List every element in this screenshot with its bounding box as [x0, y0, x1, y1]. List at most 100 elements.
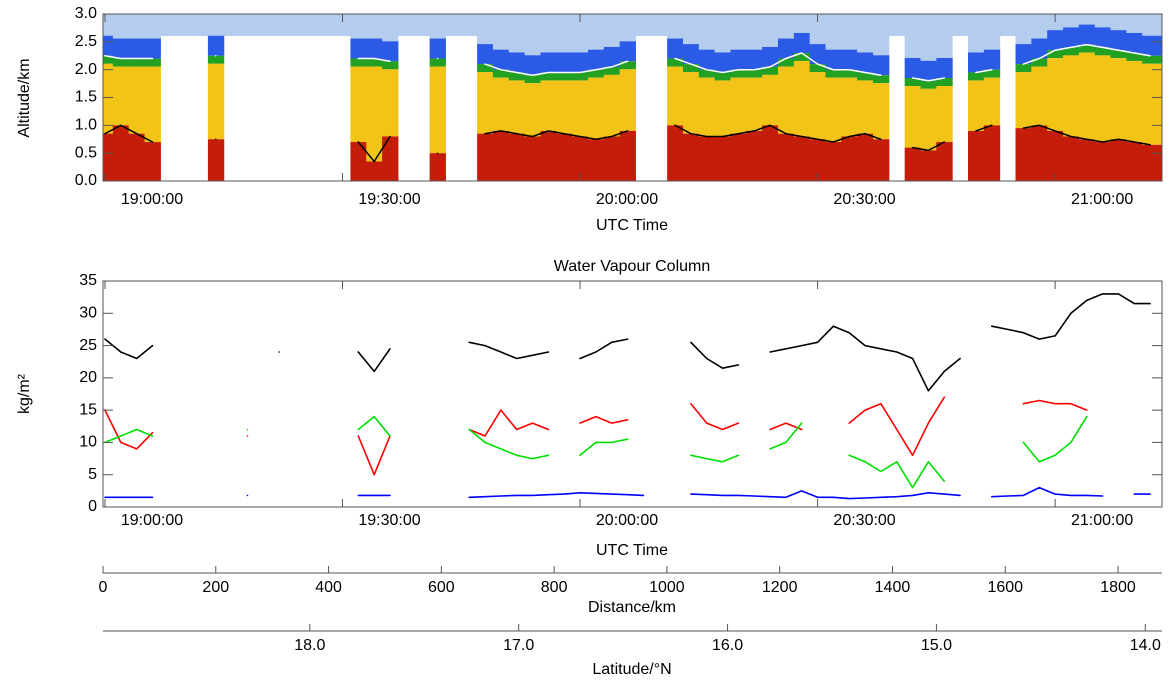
free-troposphere: [492, 14, 510, 50]
layer-edge: [1126, 52, 1143, 61]
boundary-layer: [508, 133, 526, 181]
aerosol-layer: [382, 69, 399, 137]
aerosol-layer: [983, 77, 1001, 126]
aerosol-layer: [1047, 58, 1064, 131]
aerosol-layer: [112, 66, 130, 126]
layer-top: [1078, 24, 1096, 45]
layer-edge: [809, 64, 826, 73]
layer-top: [112, 38, 130, 59]
chart-title: Water Vapour Column: [554, 258, 711, 275]
free-troposphere: [730, 14, 747, 50]
boundary-layer: [540, 130, 557, 181]
y-tick-label: 25: [79, 337, 97, 354]
layer-top: [128, 38, 146, 59]
boundary-layer: [429, 153, 446, 181]
free-troposphere: [587, 14, 605, 50]
aerosol-layer: [1094, 55, 1112, 143]
boundary-layer: [730, 133, 747, 181]
boundary-layer: [366, 161, 383, 181]
free-troposphere: [793, 14, 811, 33]
layer-top: [1126, 32, 1143, 53]
aerosol-layer: [619, 69, 636, 131]
layer-edge: [746, 69, 763, 78]
y-tick-label: 0.5: [75, 144, 97, 161]
layer-edge: [825, 69, 842, 78]
y-tick-label: 15: [79, 401, 97, 418]
aerosol-layer: [103, 63, 114, 134]
y-tick-label: 10: [79, 434, 97, 451]
free-troposphere: [128, 14, 146, 39]
boundary-layer: [1126, 142, 1143, 181]
layer-edge: [777, 58, 795, 67]
aerosol-layer: [746, 77, 763, 131]
boundary-layer: [667, 125, 684, 181]
layer-top: [1110, 30, 1127, 51]
free-troposphere: [1126, 14, 1143, 33]
y-tick-label: 5: [88, 466, 97, 483]
y-tick-label: 30: [79, 305, 97, 322]
x-tick-label: 20:30:00: [833, 191, 895, 208]
series-line: [104, 486, 1151, 500]
latitude-axis-title: Latitude/°N: [592, 661, 671, 678]
layer-top: [841, 49, 858, 70]
layer-line: [104, 43, 1151, 82]
layer-edge: [762, 66, 779, 75]
series-line: [104, 293, 1151, 392]
layer-top: [524, 55, 541, 76]
layer-top: [730, 49, 747, 70]
aerosol-layer: [873, 83, 890, 140]
layer-edge: [524, 75, 541, 84]
layer-edge: [112, 58, 130, 67]
free-troposphere: [1063, 14, 1080, 28]
boundary-layer: [619, 130, 636, 181]
boundary-layer: [841, 136, 858, 181]
layer-top: [619, 41, 636, 62]
y-tick-label: 35: [79, 272, 97, 289]
x-tick-label: 19:00:00: [121, 512, 183, 529]
x-axis-title: UTC Time: [596, 542, 668, 559]
free-troposphere: [1142, 14, 1163, 36]
aerosol-layer: [920, 88, 937, 151]
layer-top: [508, 52, 526, 73]
boundary-layer: [714, 136, 731, 181]
layer-edge: [983, 69, 1001, 78]
layer-top: [1142, 35, 1163, 56]
free-troposphere: [508, 14, 526, 53]
layer-edge: [429, 58, 446, 67]
aerosol-layer: [144, 66, 161, 143]
series-line: [104, 415, 1088, 489]
free-troposphere: [825, 14, 842, 50]
free-troposphere: [1078, 14, 1096, 25]
aerosol-layer: [508, 80, 526, 134]
x-tick-label: 600: [428, 579, 455, 596]
layer-top: [556, 52, 573, 73]
free-troposphere: [857, 14, 874, 53]
aerosol-layer: [667, 66, 684, 126]
free-troposphere: [144, 14, 161, 39]
boundary-layer: [492, 130, 510, 181]
layer-top: [587, 49, 605, 70]
layer-top: [1094, 27, 1112, 48]
aerosol-layer: [825, 77, 842, 143]
layer-edge: [207, 55, 225, 64]
x-axis-title: UTC Time: [596, 217, 668, 234]
free-troposphere: [809, 14, 826, 45]
layer-top: [350, 38, 367, 59]
free-troposphere: [429, 14, 446, 39]
layer-edge: [667, 58, 684, 67]
boundary-layer: [936, 142, 953, 181]
layer-edge: [128, 58, 146, 67]
x-tick-label: 1000: [649, 579, 685, 596]
boundary-layer: [1015, 128, 1032, 181]
series-line: [104, 396, 1088, 476]
layer-edge: [350, 58, 367, 67]
free-troposphere: [572, 14, 589, 53]
free-troposphere: [382, 14, 399, 42]
aerosol-layer: [682, 72, 700, 134]
x-tick-label: 18.0: [294, 637, 325, 654]
boundary-layer: [968, 130, 985, 181]
boundary-layer: [920, 150, 937, 181]
boundary-layer: [1047, 130, 1064, 181]
free-troposphere: [714, 14, 731, 53]
aerosol-layer: [587, 77, 605, 140]
